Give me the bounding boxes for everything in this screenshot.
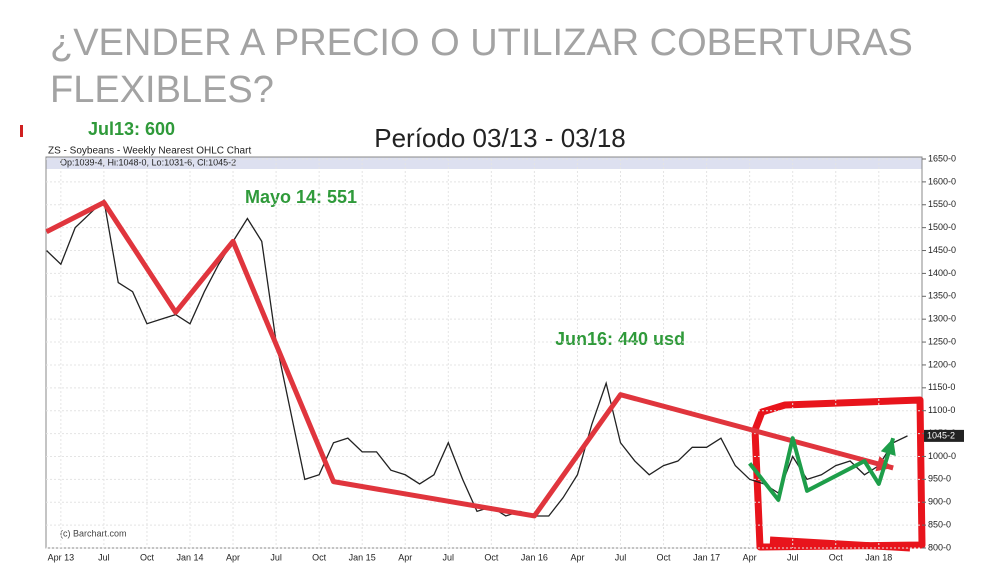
y-tick-label: 1350-0 xyxy=(928,291,956,301)
trend-line xyxy=(45,199,894,519)
scenario-line xyxy=(748,436,896,502)
y-tick-label: 1150-0 xyxy=(928,382,955,392)
credit: (c) Barchart.com xyxy=(60,528,127,538)
y-tick-label: 1100-0 xyxy=(928,405,955,415)
y-tick-label: 850-0 xyxy=(928,519,951,529)
y-tick-label: 1000-0 xyxy=(928,451,956,461)
subtitle: Período 03/13 - 03/18 xyxy=(374,123,626,153)
x-tick-label: Jan 15 xyxy=(349,552,376,562)
annotation: Jun16: 440 usd xyxy=(555,329,685,349)
x-tick-label: Jul xyxy=(787,552,799,562)
x-tick-label: Jan 18 xyxy=(865,552,892,562)
x-tick-label: Jan 14 xyxy=(176,552,203,562)
x-tick-label: Apr xyxy=(398,552,412,562)
chart-info: Op:1039-4, Hi:1048-0, Lo:1031-6, Cl:1045… xyxy=(60,157,236,167)
scenario-line-arrow xyxy=(880,438,896,456)
y-tick-label: 950-0 xyxy=(928,474,951,484)
info-bar xyxy=(46,157,922,169)
x-tick-label: Jan 17 xyxy=(693,552,720,562)
y-tick-label: 1450-0 xyxy=(928,245,956,255)
plot-frame xyxy=(45,156,923,549)
x-tick-label: Oct xyxy=(312,552,327,562)
x-tick-label: Apr xyxy=(743,552,757,562)
y-tick-label: 1650-0 xyxy=(928,153,956,163)
y-tick-label: 900-0 xyxy=(928,497,951,507)
x-tick-label: Jul xyxy=(270,552,282,562)
x-tick-label: Jul xyxy=(443,552,455,562)
y-tick-label: 1200-0 xyxy=(928,359,956,369)
y-tick-label: 1500-0 xyxy=(928,222,956,232)
y-tick-label: 1550-0 xyxy=(928,199,956,209)
slide-title: FLEXIBLES? xyxy=(50,69,274,111)
x-tick-label: Oct xyxy=(140,552,155,562)
annotation: Mayo 14: 551 xyxy=(245,187,357,207)
y-tick-label: 1250-0 xyxy=(928,336,956,346)
x-tick-label: Oct xyxy=(484,552,499,562)
last-price-box xyxy=(924,429,964,442)
y-tick-label: 1600-0 xyxy=(928,176,956,186)
price-line xyxy=(46,198,908,517)
x-tick-label: Apr 13 xyxy=(48,552,75,562)
x-tick-label: Jul xyxy=(98,552,110,562)
y-tick-label: 1400-0 xyxy=(928,268,956,278)
x-tick-label: Oct xyxy=(657,552,672,562)
x-tick-label: Apr xyxy=(226,552,240,562)
x-tick-label: Jul xyxy=(615,552,627,562)
x-tick-label: Apr xyxy=(570,552,584,562)
x-tick-label: Jan 16 xyxy=(521,552,548,562)
y-tick-label: 1300-0 xyxy=(928,314,956,324)
annotation: Jul13: 600 xyxy=(88,119,175,139)
bullet xyxy=(20,125,23,137)
x-tick-label: Oct xyxy=(829,552,844,562)
chart-header: ZS - Soybeans - Weekly Nearest OHLC Char… xyxy=(48,146,251,157)
last-price-label: 1045-2 xyxy=(927,430,955,440)
slide-title: ¿VENDER A PRECIO O UTILIZAR COBERTURAS xyxy=(50,22,913,64)
y-tick-label: 800-0 xyxy=(928,542,951,552)
